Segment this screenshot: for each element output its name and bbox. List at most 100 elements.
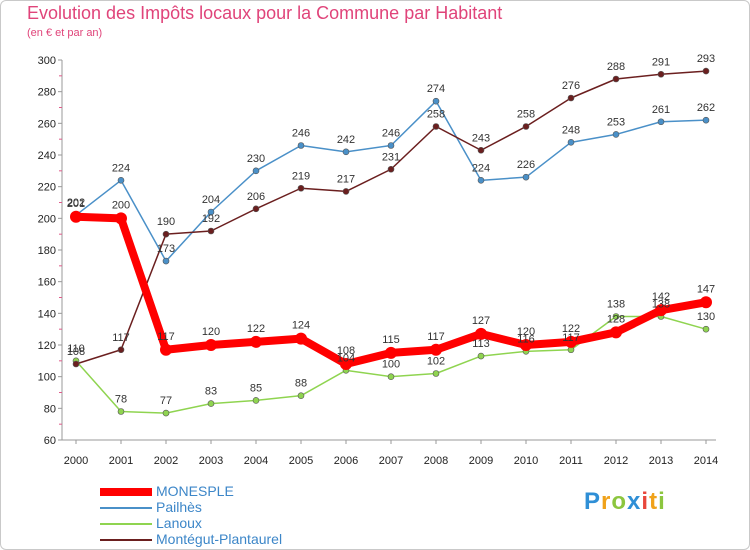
data-label-Pailhès: 242	[337, 134, 355, 146]
x-tick-label: 2011	[559, 455, 583, 467]
legend-swatch	[100, 488, 152, 496]
logo-letter: i	[658, 488, 666, 515]
data-label-MONESPLE: 147	[697, 283, 715, 295]
data-point-Pailhès	[387, 142, 395, 149]
y-tick-label: 260	[38, 118, 56, 130]
x-tick-label: 2013	[649, 455, 673, 467]
data-label-Lanoux: 104	[337, 352, 355, 364]
data-label-Lanoux: 83	[205, 386, 217, 398]
data-label-Pailhès: 246	[382, 128, 400, 140]
y-tick-label: 100	[38, 372, 56, 384]
data-label-Pailhès: 224	[472, 162, 490, 174]
data-point-Lanoux	[162, 409, 170, 417]
data-label-Pailhès: 262	[697, 102, 715, 114]
logo-letter: o	[611, 488, 628, 515]
data-point-Lanoux	[702, 325, 710, 333]
x-tick-label: 2005	[289, 455, 313, 467]
data-label-MONESPLE: 117	[157, 331, 175, 343]
data-point-Pailhès	[297, 142, 305, 149]
data-label-MONESPLE: 120	[517, 326, 535, 338]
data-point-Pailhès	[657, 118, 665, 126]
data-point-Pailhès	[702, 116, 710, 124]
data-label-Lanoux: 113	[472, 338, 490, 350]
data-label-Pailhès: 202	[67, 197, 85, 209]
data-point-MONESPLE	[160, 343, 172, 356]
data-point-Montégut-Plantaurel	[567, 94, 575, 102]
x-tick-label: 2007	[379, 455, 403, 467]
y-tick-label: 300	[38, 55, 56, 67]
data-point-Montégut-Plantaurel	[252, 205, 260, 213]
data-label-Lanoux: 78	[115, 394, 127, 406]
data-label-Montégut-Plantaurel: 117	[112, 332, 130, 344]
x-tick-label: 2012	[604, 455, 628, 467]
y-tick-label: 160	[38, 277, 56, 289]
data-point-Lanoux	[477, 352, 485, 360]
data-label-MONESPLE: 120	[202, 326, 220, 338]
data-label-Lanoux: 138	[607, 299, 625, 311]
data-point-MONESPLE	[70, 210, 82, 223]
data-point-MONESPLE	[475, 327, 487, 340]
data-label-Montégut-Plantaurel: 219	[292, 170, 310, 182]
data-point-Pailhès	[342, 148, 350, 156]
data-label-MONESPLE: 127	[472, 315, 490, 327]
data-label-Lanoux: 117	[562, 332, 580, 344]
data-label-Montégut-Plantaurel: 276	[562, 80, 580, 92]
data-point-MONESPLE	[430, 343, 442, 356]
data-point-MONESPLE	[340, 358, 352, 370]
data-label-MONESPLE: 142	[652, 291, 670, 303]
data-label-Lanoux: 138	[652, 299, 670, 311]
logo-letter: t	[649, 488, 659, 515]
x-tick-label: 2001	[109, 455, 133, 467]
data-label-MONESPLE: 201	[67, 198, 85, 210]
data-label-Pailhès: 261	[652, 104, 670, 116]
data-label-Pailhès: 248	[562, 124, 580, 136]
data-label-Montégut-Plantaurel: 192	[202, 213, 220, 225]
y-tick-label: 180	[38, 245, 56, 257]
data-point-MONESPLE	[610, 326, 622, 339]
x-tick-label: 2003	[199, 455, 223, 467]
data-point-Pailhès	[432, 97, 440, 105]
data-label-MONESPLE: 117	[427, 331, 445, 343]
data-point-Pailhès	[207, 208, 215, 216]
data-point-Montégut-Plantaurel	[207, 227, 215, 235]
data-point-MONESPLE	[115, 212, 127, 225]
data-point-Lanoux	[117, 408, 125, 415]
data-point-Lanoux	[387, 373, 395, 380]
logo-letter: r	[601, 488, 612, 515]
data-label-Montégut-Plantaurel: 243	[472, 132, 490, 144]
data-point-Montégut-Plantaurel	[117, 346, 125, 354]
legend-swatch	[100, 539, 152, 541]
data-point-Montégut-Plantaurel	[657, 70, 665, 78]
data-label-Montégut-Plantaurel: 293	[697, 53, 715, 65]
data-point-Montégut-Plantaurel	[522, 123, 530, 130]
y-tick-label: 280	[38, 87, 56, 99]
data-label-Montégut-Plantaurel: 258	[427, 109, 445, 121]
data-point-Montégut-Plantaurel	[342, 188, 350, 195]
y-tick-label: 80	[44, 403, 56, 415]
data-label-Lanoux: 110	[67, 343, 85, 355]
data-label-Lanoux: 88	[295, 378, 307, 390]
data-point-Montégut-Plantaurel	[702, 67, 710, 75]
x-tick-label: 2010	[514, 455, 538, 467]
data-point-Montégut-Plantaurel	[477, 146, 485, 154]
data-point-MONESPLE	[520, 339, 532, 351]
x-tick-label: 2006	[334, 455, 358, 467]
data-point-MONESPLE	[700, 296, 712, 309]
data-label-Pailhès: 274	[427, 83, 445, 95]
x-tick-label: 2004	[244, 455, 268, 467]
data-point-Lanoux	[252, 397, 260, 404]
data-point-Pailhès	[522, 173, 530, 181]
y-tick-label: 200	[38, 213, 56, 225]
data-label-MONESPLE: 122	[562, 323, 580, 335]
data-point-Pailhès	[477, 177, 485, 184]
x-tick-label: 2014	[694, 455, 718, 467]
y-tick-label: 140	[38, 308, 56, 320]
y-tick-label: 120	[38, 340, 56, 352]
data-label-Lanoux: 116	[517, 333, 535, 345]
data-label-Lanoux: 100	[382, 359, 400, 371]
x-tick-label: 2000	[64, 455, 88, 467]
y-tick-label: 220	[38, 182, 56, 194]
data-label-MONESPLE: 124	[292, 320, 310, 332]
data-label-MONESPLE: 122	[247, 323, 265, 335]
